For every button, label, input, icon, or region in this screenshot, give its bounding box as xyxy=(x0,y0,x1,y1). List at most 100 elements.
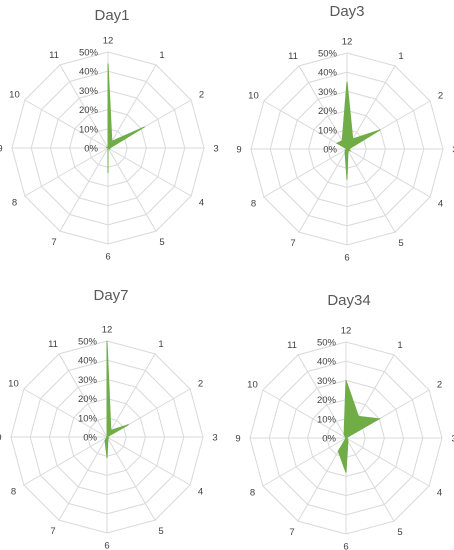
tick-label: 20% xyxy=(78,394,98,405)
category-label: 9 xyxy=(235,434,240,445)
tick-label: 10% xyxy=(317,414,337,425)
grid-spoke xyxy=(346,148,396,233)
grid-spoke xyxy=(297,354,347,439)
chart-title: Day3 xyxy=(329,3,364,20)
category-label: 5 xyxy=(158,526,163,537)
category-label: 9 xyxy=(0,433,2,444)
tick-label: 30% xyxy=(79,86,99,97)
category-label: 7 xyxy=(50,526,55,537)
grid-spoke xyxy=(106,353,156,438)
category-label: 4 xyxy=(199,198,204,209)
grid-spoke xyxy=(298,148,348,233)
category-label: 4 xyxy=(198,487,203,498)
grid-spoke xyxy=(58,353,108,438)
category-label: 1 xyxy=(159,50,164,61)
chart-title: Day1 xyxy=(94,7,129,24)
tick-label: 0% xyxy=(323,145,337,156)
tick-label: 0% xyxy=(83,433,97,444)
category-label: 1 xyxy=(397,340,402,351)
category-label: 9 xyxy=(236,145,241,156)
category-label: 11 xyxy=(287,340,297,351)
grid-spoke xyxy=(107,147,192,197)
tick-label: 40% xyxy=(317,357,337,368)
tick-label: 40% xyxy=(318,68,338,79)
tick-label: 50% xyxy=(79,48,99,59)
grid-spoke xyxy=(23,388,108,438)
category-label: 3 xyxy=(213,144,218,155)
category-label: 2 xyxy=(438,91,443,102)
category-label: 10 xyxy=(9,90,20,101)
category-label: 6 xyxy=(344,253,349,264)
grid-spoke xyxy=(262,389,347,439)
category-label: 5 xyxy=(159,237,164,248)
grid-spoke xyxy=(263,100,348,150)
category-label: 10 xyxy=(247,380,258,391)
category-label: 2 xyxy=(198,379,203,390)
category-label: 6 xyxy=(343,542,348,550)
tick-label: 0% xyxy=(84,144,98,155)
category-label: 5 xyxy=(397,527,402,538)
category-label: 4 xyxy=(437,488,442,499)
tick-label: 10% xyxy=(79,124,99,135)
tick-label: 20% xyxy=(318,106,338,117)
grid-spoke xyxy=(106,436,156,521)
category-label: 3 xyxy=(212,433,217,444)
chart-title: Day34 xyxy=(327,292,370,309)
series-area xyxy=(335,81,381,180)
category-label: 12 xyxy=(342,37,353,48)
category-label: 12 xyxy=(341,326,352,337)
grid-spoke xyxy=(262,437,347,487)
grid-spoke xyxy=(24,147,109,197)
grid-spoke xyxy=(298,65,348,150)
category-label: 2 xyxy=(199,90,204,101)
grid-spoke xyxy=(346,65,396,150)
tick-label: 10% xyxy=(78,413,98,424)
tick-label: 50% xyxy=(78,337,98,348)
category-label: 10 xyxy=(8,379,19,390)
tick-label: 0% xyxy=(322,434,336,445)
category-label: 8 xyxy=(251,199,256,210)
category-label: 11 xyxy=(49,50,59,61)
tick-label: 20% xyxy=(79,105,99,116)
category-label: 12 xyxy=(102,325,113,336)
series-area xyxy=(106,63,145,173)
category-label: 7 xyxy=(289,527,294,538)
grid-spoke xyxy=(107,147,157,232)
tick-label: 40% xyxy=(78,356,98,367)
grid-spoke xyxy=(107,64,157,149)
category-label: 2 xyxy=(437,380,442,391)
tick-label: 50% xyxy=(318,49,338,60)
category-label: 10 xyxy=(248,91,259,102)
grid-spoke xyxy=(106,436,191,486)
tick-label: 10% xyxy=(318,125,338,136)
tick-label: 20% xyxy=(317,395,337,406)
category-label: 11 xyxy=(288,51,298,62)
tick-label: 30% xyxy=(317,376,337,387)
category-label: 4 xyxy=(438,199,443,210)
category-label: 7 xyxy=(51,237,56,248)
grid-spoke xyxy=(345,437,395,522)
chart-title: Day7 xyxy=(93,287,128,304)
category-label: 12 xyxy=(103,36,114,47)
category-label: 1 xyxy=(158,339,163,350)
category-label: 3 xyxy=(451,434,454,445)
category-label: 5 xyxy=(398,238,403,249)
grid-spoke xyxy=(58,436,108,521)
tick-label: 50% xyxy=(317,338,337,349)
tick-label: 30% xyxy=(78,375,98,386)
category-label: 9 xyxy=(0,144,3,155)
category-label: 1 xyxy=(398,51,403,62)
category-label: 3 xyxy=(452,145,454,156)
grid-spoke xyxy=(345,437,430,487)
category-label: 8 xyxy=(11,487,16,498)
category-label: 7 xyxy=(290,238,295,249)
grid-spoke xyxy=(23,436,108,486)
tick-label: 30% xyxy=(318,87,338,98)
grid-spoke xyxy=(24,99,109,149)
category-label: 6 xyxy=(105,252,110,263)
category-label: 6 xyxy=(104,541,109,550)
